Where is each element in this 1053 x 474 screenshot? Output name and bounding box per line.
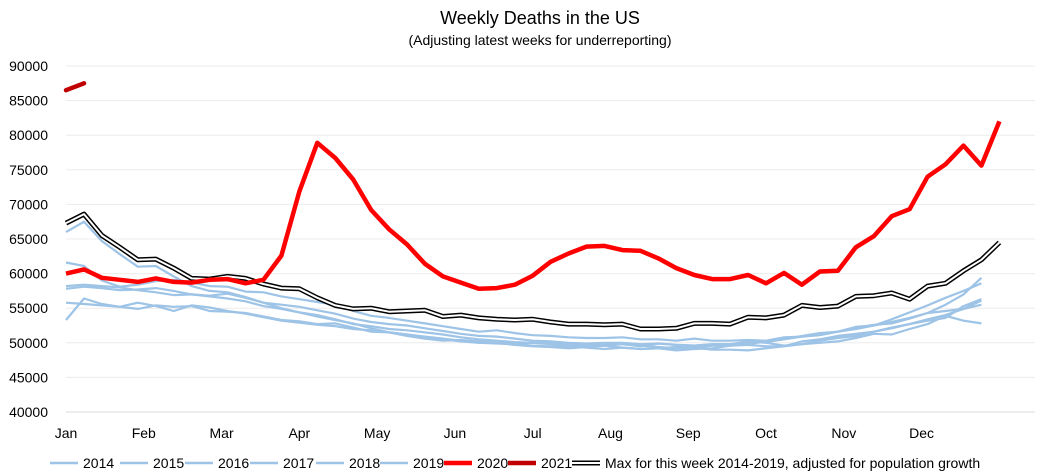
y-tick-label: 40000	[9, 404, 48, 420]
chart-title: Weekly Deaths in the US	[440, 8, 640, 28]
legend-item-2021: 2021	[508, 455, 572, 471]
legend-item-2017: 2017	[250, 455, 314, 471]
legend-label: 2018	[349, 455, 380, 471]
x-tick-label: Feb	[132, 425, 156, 441]
series-2020-line	[65, 120, 1002, 292]
legend-label: 2020	[477, 455, 508, 471]
x-tick-label: Jun	[444, 425, 467, 441]
legend-label: 2021	[541, 455, 572, 471]
legend: 2014 2015 2016 2017 2018 2019 2020 2021 Max for …	[50, 455, 980, 471]
series-lines	[63, 81, 1002, 352]
legend-label: Max for this week 2014-2019, adjusted fo…	[605, 455, 980, 471]
series-max-adjusted-line	[64, 211, 1002, 332]
y-tick-label: 60000	[9, 266, 48, 282]
series-2019-line	[65, 276, 983, 347]
y-axis-ticks: 40000 45000 50000 55000 60000 65000 70000 75000…	[9, 58, 48, 420]
series-2017-line	[65, 283, 982, 348]
series-max-fill	[65, 213, 1001, 330]
y-tick-label: 85000	[9, 93, 48, 109]
legend-item-2016: 2016	[185, 455, 249, 471]
y-tick-label: 70000	[9, 196, 48, 212]
x-tick-label: Sep	[676, 425, 701, 441]
legend-item-max-for-this-week-2014-2019-adjusted-for-population-growth: Max for this week 2014-2019, adjusted fo…	[572, 455, 980, 471]
legend-label: 2016	[218, 455, 249, 471]
legend-item-2020: 2020	[444, 455, 508, 471]
y-tick-label: 50000	[9, 335, 48, 351]
y-gridlines	[66, 65, 1035, 378]
legend-item-2014: 2014	[50, 455, 114, 471]
legend-label: 2014	[83, 455, 114, 471]
x-tick-label: Oct	[755, 425, 777, 441]
legend-item-2015: 2015	[120, 455, 184, 471]
series-2021-line	[63, 81, 87, 93]
x-tick-label: Dec	[909, 425, 934, 441]
y-tick-label: 65000	[9, 231, 48, 247]
x-tick-label: Apr	[288, 425, 310, 441]
y-tick-label: 55000	[9, 300, 48, 316]
series-max-outline	[64, 211, 1002, 332]
y-tick-label: 80000	[9, 127, 48, 143]
x-tick-label: Jan	[55, 425, 78, 441]
legend-label: 2019	[413, 455, 444, 471]
x-tick-label: Aug	[598, 425, 623, 441]
x-tick-label: Mar	[210, 425, 234, 441]
x-tick-label: May	[364, 425, 390, 441]
y-tick-label: 90000	[9, 58, 48, 74]
y-tick-label: 45000	[9, 369, 48, 385]
x-tick-label: Nov	[831, 425, 856, 441]
legend-item-2018: 2018	[316, 455, 380, 471]
x-axis-ticks: Jan Feb Mar Apr May Jun Jul Aug Sep Oct Nov Dec	[55, 425, 934, 441]
chart-subtitle: (Adjusting latest weeks for underreporti…	[408, 32, 671, 48]
y-tick-label: 75000	[9, 162, 48, 178]
legend-label: 2015	[153, 455, 184, 471]
legend-item-2019: 2019	[380, 455, 444, 471]
legend-label: 2017	[283, 455, 314, 471]
x-tick-label: Jul	[524, 425, 542, 441]
